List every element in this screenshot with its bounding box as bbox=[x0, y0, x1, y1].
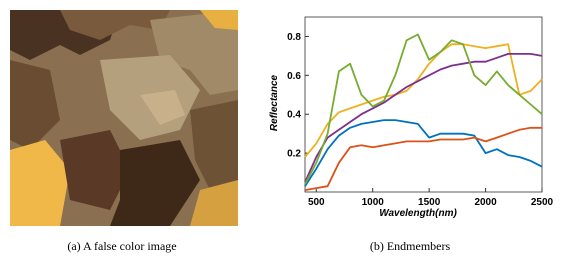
false-color-image bbox=[10, 10, 238, 226]
x-tick-label: 1500 bbox=[418, 197, 441, 208]
y-axis-label: Reflectance bbox=[269, 74, 280, 131]
y-tick-label: 0.2 bbox=[287, 149, 301, 160]
x-tick-label: 500 bbox=[308, 197, 325, 208]
x-tick-label: 2000 bbox=[474, 197, 497, 208]
series-line bbox=[305, 128, 542, 190]
figure: (a) A false color image (b) Endmembers W… bbox=[0, 0, 565, 270]
x-tick-label: 2500 bbox=[531, 197, 554, 208]
plot: 0.2 0.4 0.6 0.8 500 1000 1500 2000 2500 bbox=[287, 17, 553, 208]
caption: (b) Endmembers bbox=[370, 239, 451, 253]
x-axis-label: Wavelength(nm) bbox=[379, 208, 457, 219]
caption: (a) A false color image bbox=[67, 239, 176, 253]
x-tick-label: 1000 bbox=[362, 197, 385, 208]
y-tick-label: 0.4 bbox=[287, 110, 301, 121]
series-line bbox=[305, 120, 542, 186]
plot-frame bbox=[305, 17, 542, 192]
y-tick-label: 0.8 bbox=[287, 32, 301, 43]
page: (a) A false color image (b) Endmembers W… bbox=[0, 0, 565, 270]
series-line bbox=[305, 44, 542, 157]
series-line bbox=[305, 54, 542, 182]
y-tick-label: 0.6 bbox=[287, 71, 301, 82]
